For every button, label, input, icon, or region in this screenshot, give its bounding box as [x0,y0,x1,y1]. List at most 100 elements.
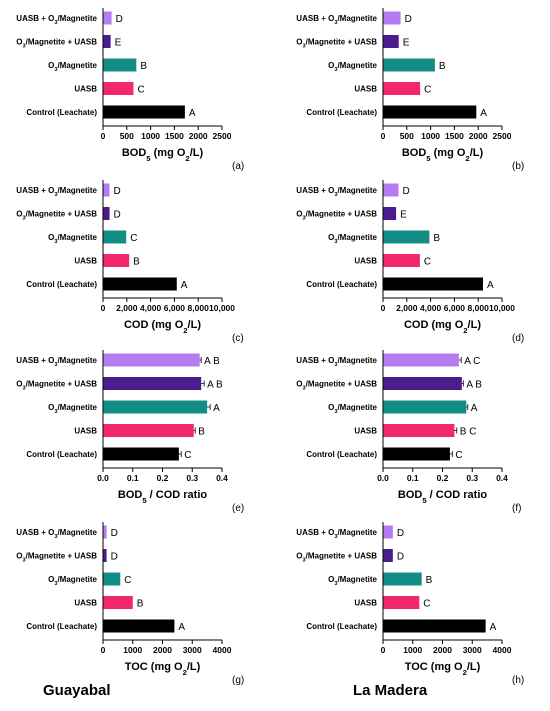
group-letter: B [198,427,205,438]
bar [383,619,486,633]
category-label: O3/Magnetite [48,61,97,73]
x-tick-label: 8,000 [188,303,210,313]
x-tick-label: 500 [400,131,414,141]
x-tick-label: 1500 [165,131,184,141]
x-tick-label: 6,000 [164,303,186,313]
category-label: Control (Leachate) [306,622,377,631]
group-letter: B [439,61,446,72]
panel-label: (e) [232,503,244,514]
category-label: O3/Magnetite + UASB [16,552,97,564]
group-letter: D [402,186,409,197]
x-tick-label: 0.0 [377,473,389,483]
x-tick-label: 500 [120,131,134,141]
chart-panel-e: UASB + O3/Magnetite A B O3/Magnetite + UAS… [16,350,244,514]
bar [383,277,483,291]
bar [383,254,420,267]
category-label: Control (Leachate) [306,450,377,459]
x-tick-label: 2500 [213,131,232,141]
group-letter: C [137,85,144,96]
x-tick-label: 4000 [493,645,512,655]
category-label: Control (Leachate) [26,280,97,289]
bar [103,82,134,95]
category-label: UASB + O3/Magnetite [16,528,97,540]
category-label: UASB + O3/Magnetite [296,356,377,368]
x-tick-label: 0.2 [437,473,449,483]
chart-panel-b: UASB + O3/Magnetite D O3/Magnetite + UASB E… [296,8,524,172]
category-label: UASB + O3/Magnetite [296,528,377,540]
category-label: O3/Magnetite [328,575,377,587]
x-tick-label: 1000 [141,131,160,141]
group-letter: D [111,528,118,539]
category-label: O3/Magnetite + UASB [296,38,377,50]
bar [383,230,430,244]
x-tick-label: 1000 [421,131,440,141]
chart-panel-f: UASB + O3/Magnetite A C O3/Magnetite + UAS… [296,350,521,514]
x-tick-label: 0 [101,131,106,141]
group-letter: A [178,622,185,633]
category-label: Control (Leachate) [306,108,377,117]
x-tick-label: 0 [101,303,106,313]
category-label: UASB [74,85,97,94]
category-label: UASB + O3/Magnetite [16,186,97,198]
bar [103,183,110,197]
bar [103,58,137,72]
group-letter: C [424,257,431,268]
bar [383,377,462,390]
x-tick-label: 0.1 [127,473,139,483]
x-tick-label: 3000 [463,645,482,655]
chart-panel-g: UASB + O3/Magnetite D O3/Magnetite + UASB D… [16,522,244,686]
bar [103,619,175,633]
bar [103,207,110,220]
bar [103,105,185,119]
x-tick-label: 1500 [445,131,464,141]
group-letter: A C [464,356,480,367]
group-letter: C [424,85,431,96]
x-axis-label: COD (mg O2/L) [404,319,481,335]
bar [383,58,435,72]
x-tick-label: 0 [381,131,386,141]
category-label: UASB + O3/Magnetite [296,14,377,26]
chart-panel-c: UASB + O3/Magnetite D O3/Magnetite + UASB D… [16,180,244,344]
category-label: O3/Magnetite + UASB [296,210,377,222]
bar [383,525,393,539]
group-letter: B [426,575,433,586]
group-letter: B [140,61,147,72]
group-letter: D [397,528,404,539]
x-axis-label: BOD5 (mg O2/L) [402,147,484,163]
x-tick-label: 2500 [493,131,512,141]
site-label-la-madera: La Madera [353,682,428,699]
bar [103,424,194,437]
category-label: O3/Magnetite + UASB [296,380,377,392]
x-tick-label: 0.1 [407,473,419,483]
x-axis-label: TOC (mg O2/L) [125,661,201,677]
category-label: UASB + O3/Magnetite [16,356,97,368]
group-letter: A [487,280,494,291]
site-label-guayabal: Guayabal [43,682,111,699]
x-tick-label: 0.3 [186,473,198,483]
group-letter: D [397,552,404,563]
category-label: O3/Magnetite [328,403,377,415]
category-label: UASB + O3/Magnetite [296,186,377,198]
panel-label: (g) [232,675,244,686]
x-tick-label: 2,000 [116,303,138,313]
category-label: UASB [74,257,97,266]
group-letter: E [403,38,410,49]
x-tick-label: 0 [381,303,386,313]
chart-panel-h: UASB + O3/Magnetite D O3/Magnetite + UASB D… [296,522,524,686]
x-tick-label: 0.3 [466,473,478,483]
bar [383,447,450,461]
group-letter: C [184,450,191,461]
bar [103,230,127,244]
category-label: O3/Magnetite [48,575,97,587]
group-letter: D [405,14,412,25]
panel-label: (d) [512,333,524,344]
group-letter: D [111,552,118,563]
group-letter: D [114,210,121,221]
panel-label: (a) [232,161,244,172]
group-letter: A [471,403,478,414]
category-label: O3/Magnetite [328,61,377,73]
group-letter: B [433,233,440,244]
category-label: UASB [74,427,97,436]
x-tick-label: 0.2 [157,473,169,483]
